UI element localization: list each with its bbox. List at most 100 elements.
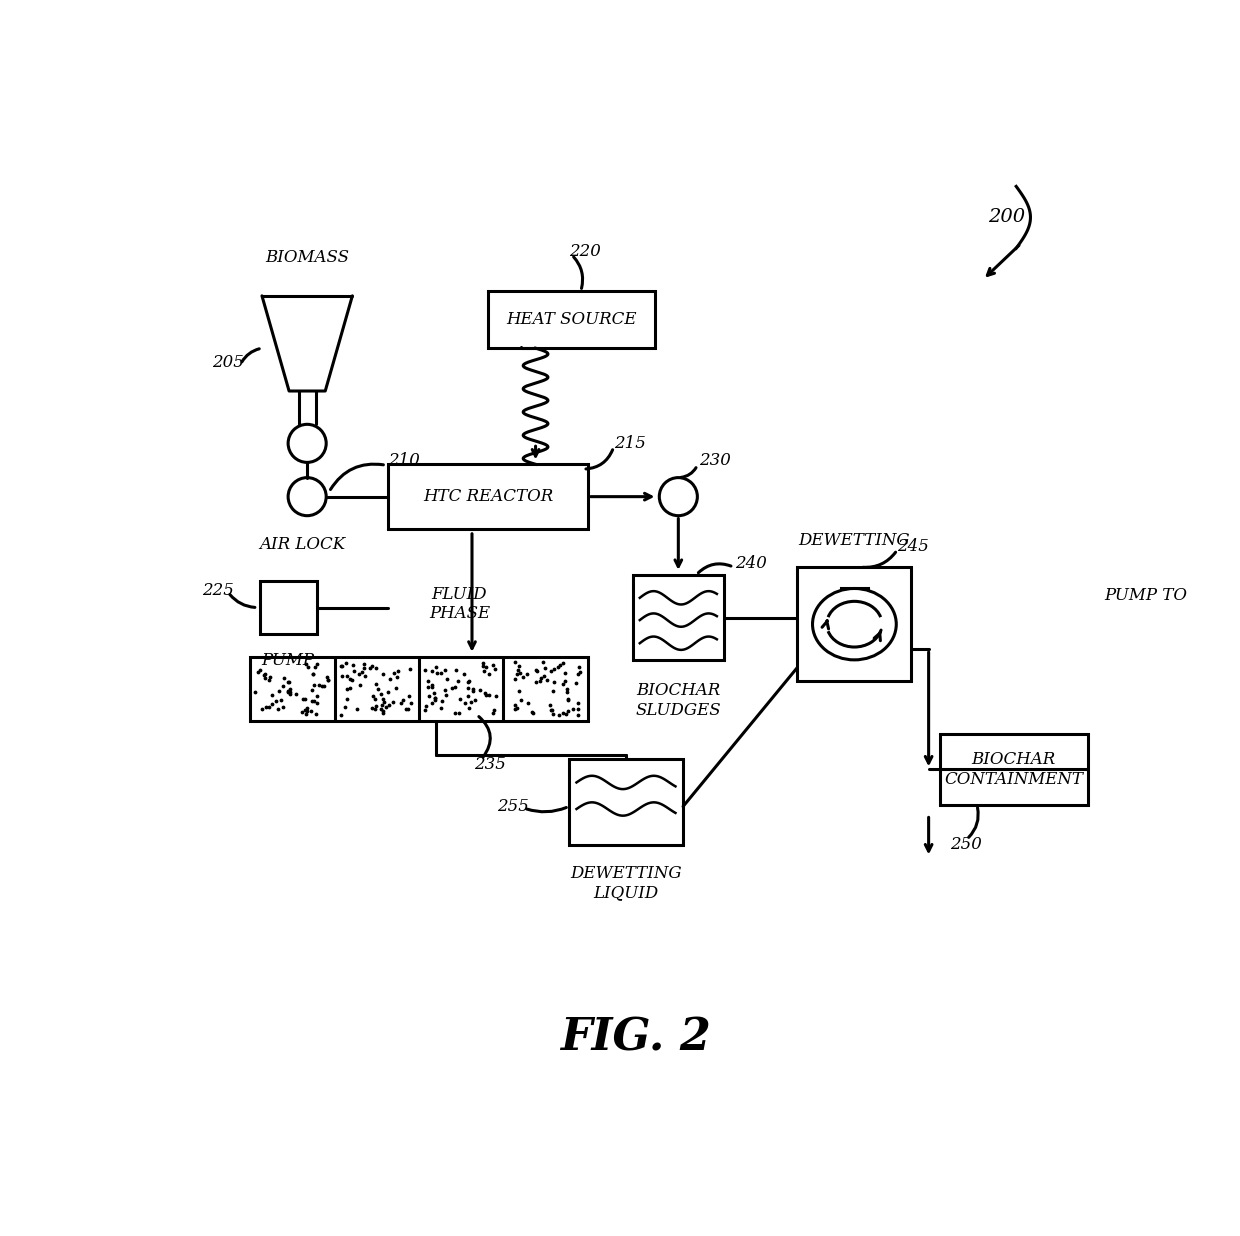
Point [486, 686, 506, 706]
Point [425, 688, 445, 708]
Point [306, 705, 326, 724]
Point [387, 667, 407, 687]
Point [476, 686, 496, 706]
Point [432, 662, 451, 682]
Point [331, 705, 351, 724]
Point [274, 669, 294, 688]
Point [345, 661, 365, 681]
Text: 240: 240 [735, 555, 768, 572]
Point [441, 679, 461, 698]
Point [336, 653, 356, 672]
Point [259, 670, 279, 690]
Point [368, 679, 388, 698]
Point [479, 664, 498, 684]
Point [427, 656, 446, 676]
Point [449, 703, 469, 723]
Point [459, 671, 479, 691]
Point [507, 698, 527, 718]
Point [317, 670, 337, 690]
Point [418, 671, 438, 691]
Text: FLUID
PHASE: FLUID PHASE [429, 586, 490, 623]
Point [308, 686, 327, 706]
Point [366, 674, 386, 693]
Text: FIG. 2: FIG. 2 [560, 1017, 711, 1059]
Bar [634, 575, 723, 660]
Point [296, 705, 316, 724]
Point [362, 698, 382, 718]
Point [569, 656, 589, 676]
Point [511, 691, 531, 711]
Bar [250, 656, 588, 722]
Point [362, 656, 382, 676]
Point [254, 669, 274, 688]
Point [556, 662, 575, 682]
Point [332, 666, 352, 686]
Point [537, 670, 557, 690]
Point [551, 655, 570, 675]
Point [340, 679, 360, 698]
Point [433, 691, 453, 711]
Point [522, 702, 542, 722]
Circle shape [660, 477, 697, 515]
Point [388, 661, 408, 681]
Point [470, 680, 490, 700]
Point [356, 666, 376, 686]
Point [563, 700, 583, 719]
Point [269, 681, 289, 701]
Point [543, 681, 563, 701]
Point [450, 688, 470, 708]
Point [347, 700, 367, 719]
Point [424, 684, 444, 703]
Point [377, 697, 397, 717]
Text: PUMP TO: PUMP TO [1105, 587, 1188, 604]
Bar [797, 567, 911, 681]
Point [337, 688, 357, 708]
Point [472, 656, 492, 676]
Point [465, 690, 485, 709]
Text: 230: 230 [699, 452, 732, 468]
Point [280, 682, 300, 702]
Point [262, 685, 281, 705]
Point [301, 691, 321, 711]
Point [435, 660, 455, 680]
Point [267, 691, 286, 711]
Point [568, 700, 588, 719]
Point [485, 659, 505, 679]
Point [558, 690, 578, 709]
Point [386, 679, 405, 698]
Point [415, 660, 435, 680]
Point [355, 654, 374, 674]
Point [435, 680, 455, 700]
Point [558, 701, 578, 721]
Point [533, 653, 553, 672]
Point [568, 693, 588, 713]
Point [260, 667, 280, 687]
Point [463, 681, 482, 701]
Point [427, 662, 446, 682]
Point [301, 681, 321, 701]
Point [280, 684, 300, 703]
Point [373, 692, 393, 712]
Text: BIOMASS: BIOMASS [265, 250, 350, 266]
Point [506, 700, 526, 719]
Point [371, 700, 391, 719]
Point [415, 696, 435, 716]
Point [458, 672, 477, 692]
Point [534, 666, 554, 686]
Point [304, 676, 324, 696]
Point [317, 670, 337, 690]
Point [557, 679, 577, 698]
Point [308, 693, 327, 713]
Point [361, 658, 381, 677]
Point [474, 654, 494, 674]
Point [526, 660, 546, 680]
Point [392, 693, 412, 713]
Point [553, 703, 573, 723]
Point [252, 700, 272, 719]
Point [296, 654, 316, 674]
Circle shape [288, 424, 326, 462]
Point [510, 662, 529, 682]
Point [254, 665, 274, 685]
Point [424, 690, 444, 709]
Text: BIOCHAR
CONTAINMENT: BIOCHAR CONTAINMENT [945, 751, 1084, 787]
